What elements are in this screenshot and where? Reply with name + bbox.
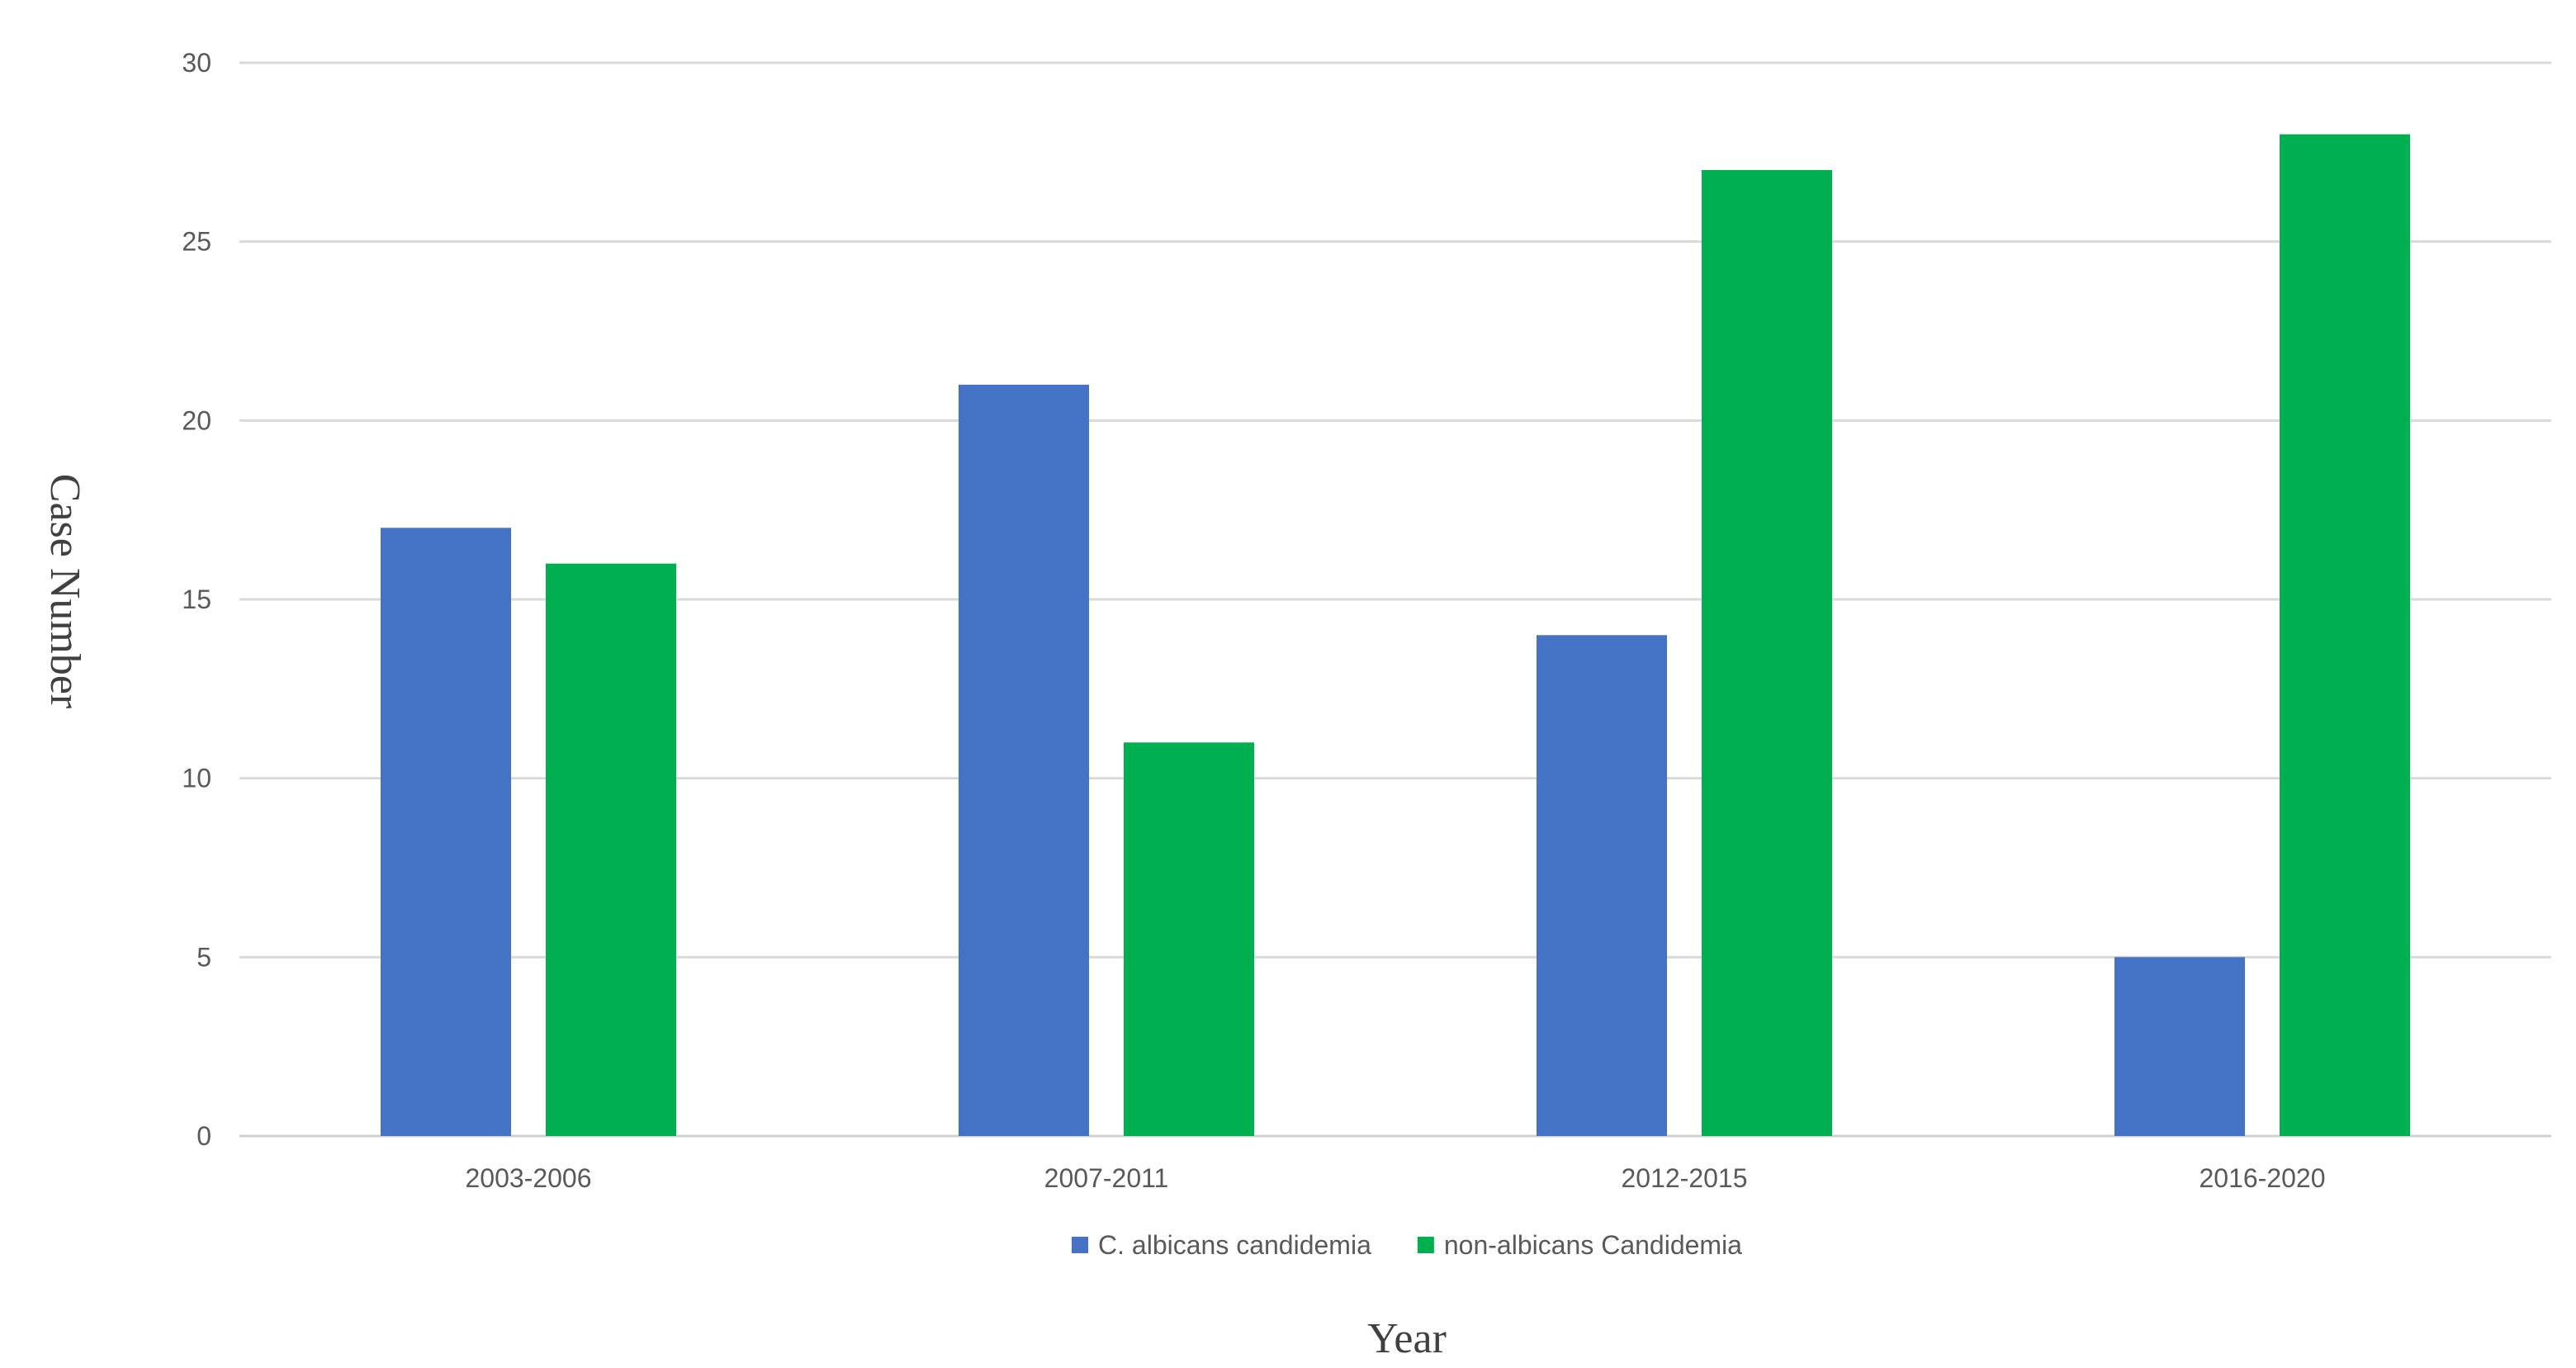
y-tick-label: 25 bbox=[182, 227, 211, 257]
legend-swatch bbox=[1072, 1237, 1089, 1253]
bar bbox=[2280, 134, 2410, 1137]
x-tick-label: 2016-2020 bbox=[2199, 1163, 2325, 1193]
bar bbox=[1537, 635, 1667, 1136]
legend-label: non-albicans Candidemia bbox=[1444, 1230, 1742, 1260]
bar bbox=[1702, 170, 1832, 1136]
bar bbox=[1124, 742, 1254, 1136]
legend-item: non-albicans Candidemia bbox=[1417, 1230, 1742, 1260]
x-axis-ticks: 2003-2006 2007-2011 2012-2015 2016-2020 bbox=[465, 1163, 2325, 1193]
y-tick-label: 10 bbox=[182, 764, 211, 793]
x-tick-label: 2012-2015 bbox=[1621, 1163, 1747, 1193]
bar bbox=[546, 563, 676, 1136]
y-tick-label: 5 bbox=[197, 942, 211, 972]
x-axis-title: Year bbox=[1367, 1315, 1447, 1362]
legend: C. albicans candidemia non-albicans Candi… bbox=[1072, 1230, 1742, 1260]
bars bbox=[381, 134, 2410, 1137]
bar bbox=[2114, 957, 2245, 1136]
y-tick-label: 0 bbox=[197, 1121, 211, 1151]
bar bbox=[959, 385, 1089, 1136]
bar bbox=[381, 528, 511, 1136]
y-tick-label: 20 bbox=[182, 405, 211, 435]
y-axis-ticks: 0 5 10 15 20 25 30 bbox=[182, 48, 211, 1151]
legend-label: C. albicans candidemia bbox=[1098, 1230, 1371, 1260]
legend-item: C. albicans candidemia bbox=[1072, 1230, 1371, 1260]
legend-swatch bbox=[1417, 1237, 1434, 1253]
x-tick-label: 2007-2011 bbox=[1044, 1163, 1169, 1193]
y-tick-label: 15 bbox=[182, 585, 211, 614]
x-tick-label: 2003-2006 bbox=[465, 1163, 591, 1193]
y-tick-label: 30 bbox=[182, 48, 211, 78]
y-axis-title: Case Number bbox=[41, 474, 88, 708]
